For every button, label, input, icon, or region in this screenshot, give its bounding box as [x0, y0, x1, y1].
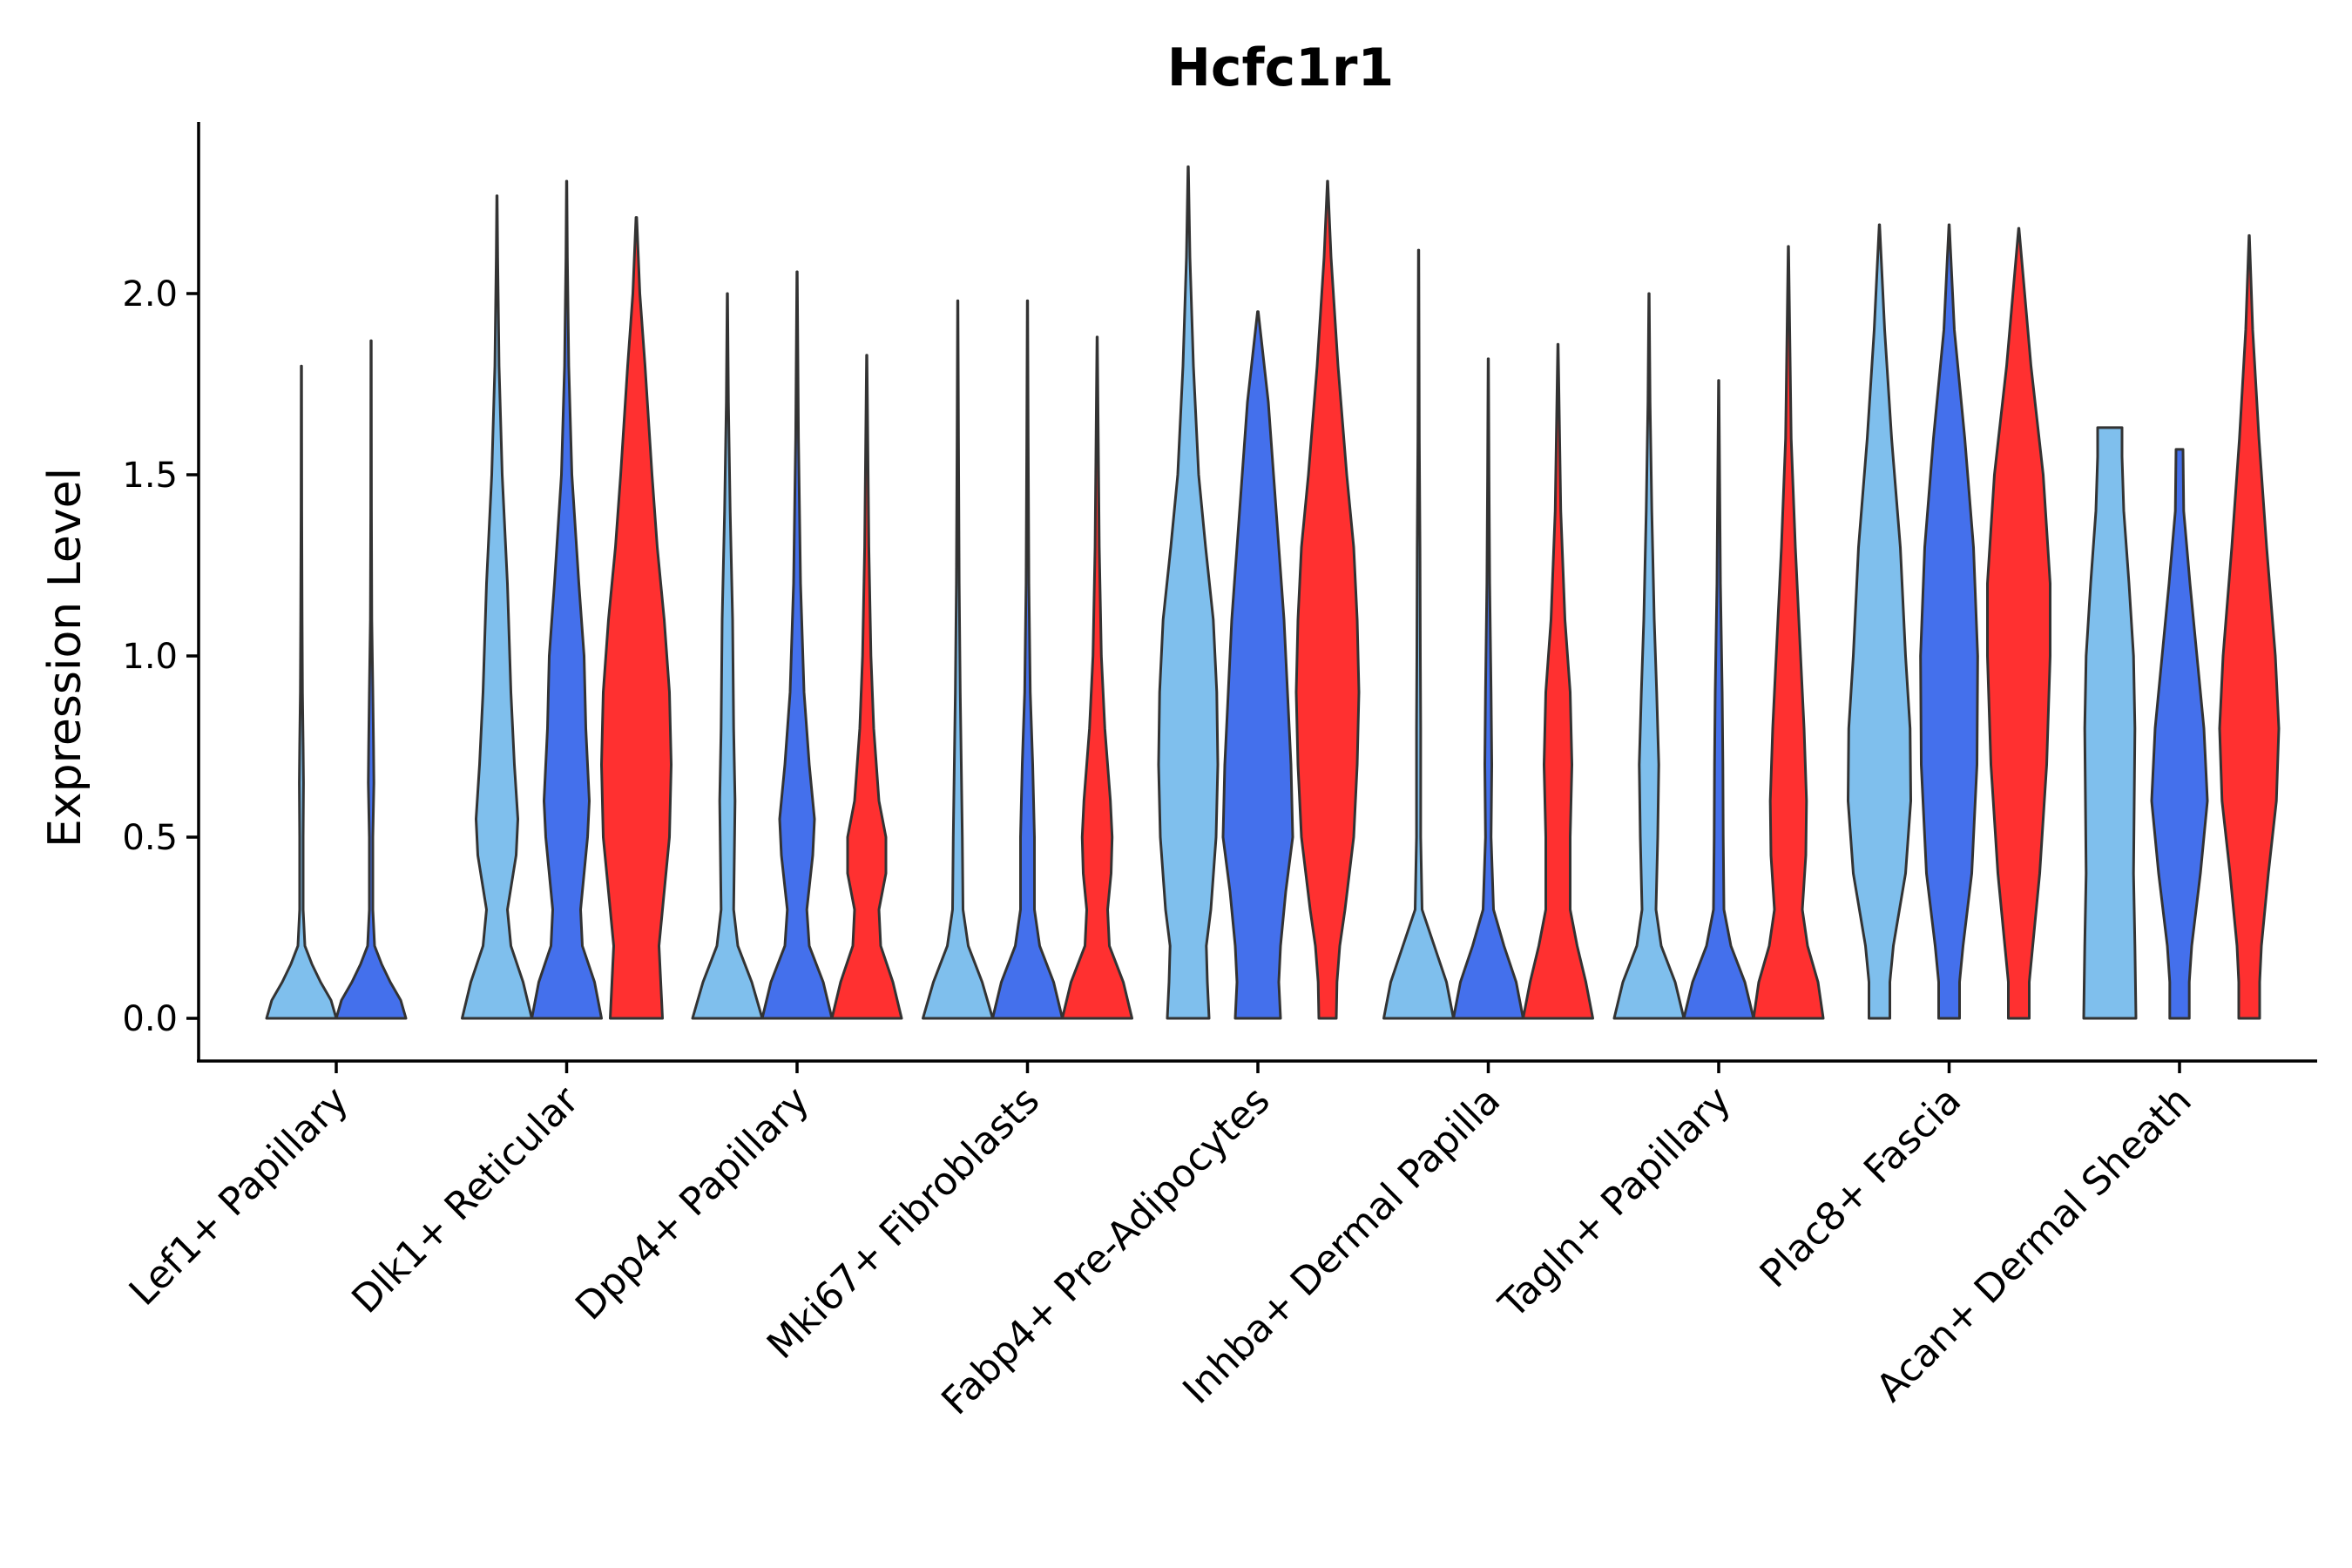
violin-5-1: [1452, 357, 1524, 1020]
violin-4-1: [1221, 310, 1294, 1020]
violin-7-2: [1986, 226, 2051, 1020]
violin-3-2: [1061, 335, 1133, 1020]
violin-3-1: [991, 299, 1064, 1020]
y-tick-label: 2.0: [122, 274, 178, 314]
violin-2-0: [691, 292, 764, 1020]
violin-7-0: [1847, 223, 1912, 1020]
y-axis-label: Expression Level: [39, 468, 91, 848]
violin-1-0: [461, 194, 533, 1020]
x-tick-label: Plac8+ Fascia: [1752, 1078, 1970, 1297]
y-axis-ticks: 0.0 0.5 1.0 1.5 2.0: [122, 274, 199, 1039]
violin-1-1: [531, 179, 603, 1020]
violin-4-2: [1294, 179, 1361, 1020]
y-tick-label: 0.5: [122, 818, 178, 858]
violin-2-1: [760, 270, 834, 1020]
violin-1-2: [600, 216, 672, 1020]
violin-5-2: [1522, 342, 1594, 1020]
x-tick-label: Dpp4+ Papillary: [567, 1078, 818, 1329]
y-tick-label: 0.0: [122, 999, 178, 1039]
y-tick-label: 1.0: [122, 637, 178, 677]
violin-6-1: [1682, 379, 1755, 1020]
chart-title: Hcfc1r1: [1167, 37, 1395, 98]
violin-6-0: [1612, 292, 1686, 1020]
violin-8-0: [2082, 426, 2138, 1020]
violin-3-0: [922, 299, 994, 1020]
violin-7-1: [1919, 223, 1979, 1020]
x-tick-label: Lef1+ Papillary: [121, 1078, 357, 1315]
violin-0-0: [265, 364, 338, 1020]
violin-6-2: [1752, 245, 1825, 1020]
y-tick-label: 1.5: [122, 456, 178, 496]
violin-0-1: [335, 339, 408, 1020]
violin-5-0: [1382, 248, 1455, 1020]
violin-8-2: [2218, 233, 2281, 1020]
violin-4-0: [1157, 165, 1220, 1020]
x-tick-label: Dlk1+ Reticular: [343, 1078, 588, 1322]
violin-layer: [265, 165, 2281, 1020]
x-tick-label: Tagln+ Papillary: [1490, 1078, 1740, 1328]
violin-2-2: [830, 354, 903, 1020]
violin-8-1: [2150, 448, 2209, 1020]
